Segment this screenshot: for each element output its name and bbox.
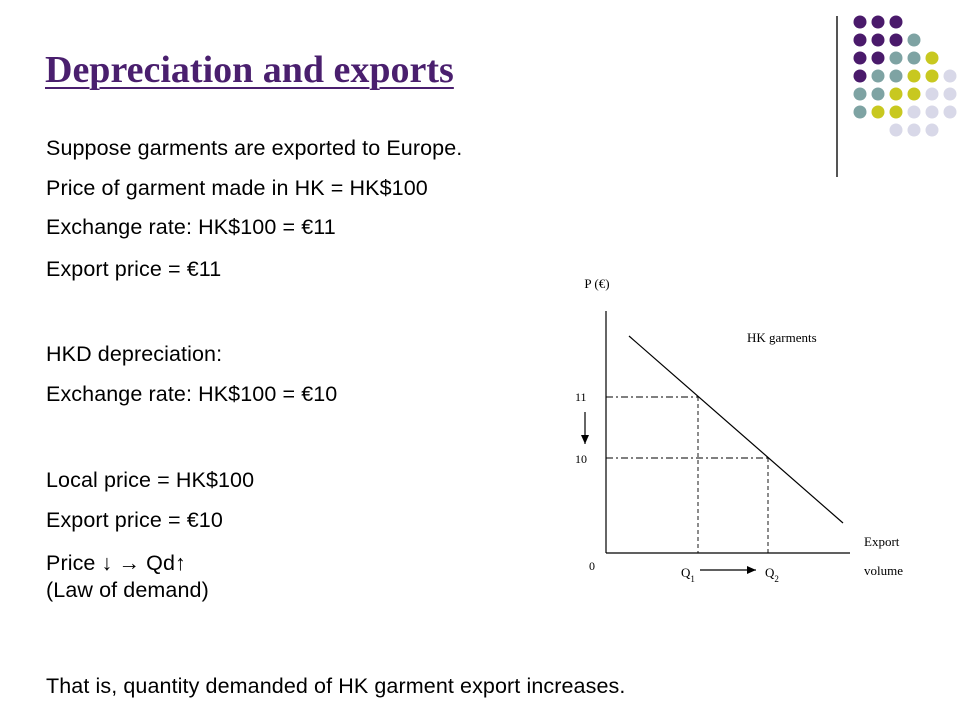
- decorative-dot: [871, 33, 885, 47]
- x-axis-label-line2: volume: [864, 563, 903, 578]
- decorative-dot: [889, 33, 903, 47]
- decorative-dot: [889, 105, 903, 119]
- text-line-11: That is, quantity demanded of HK garment…: [46, 674, 626, 698]
- decorative-dot: [925, 87, 939, 101]
- decorative-dot: [853, 33, 867, 47]
- text-line-6: Exchange rate: HK$100 = €10: [46, 382, 338, 406]
- decorative-dot: [889, 51, 903, 65]
- decorative-dot: [871, 105, 885, 119]
- decorative-dot: [871, 69, 885, 83]
- decorative-dot: [943, 87, 957, 101]
- decorative-dot: [907, 105, 921, 119]
- text-line-8: Export price = €10: [46, 508, 223, 532]
- text-line-1: Suppose garments are exported to Europe.: [46, 136, 463, 160]
- y-axis-label: P (€): [584, 276, 609, 291]
- text-line-5: HKD depreciation:: [46, 342, 223, 366]
- decorative-dot: [907, 69, 921, 83]
- text-line-4: Export price = €11: [46, 257, 222, 281]
- y-tick-10: 10: [575, 452, 587, 466]
- decorative-dot: [889, 69, 903, 83]
- decorative-dot: [871, 15, 885, 29]
- text-line-7: Local price = HK$100: [46, 468, 255, 492]
- text-line-3: Exchange rate: HK$100 = €11: [46, 215, 336, 239]
- decorative-dot: [853, 87, 867, 101]
- decorative-vertical-line: [836, 16, 838, 177]
- decorative-dot: [853, 15, 867, 29]
- decorative-dot: [925, 69, 939, 83]
- slide-title: Depreciation and exports: [45, 49, 454, 91]
- decorative-dot: [907, 33, 921, 47]
- x-axis-label-line1: Export: [864, 534, 900, 549]
- demand-curve: [628, 335, 844, 524]
- decorative-dot: [907, 51, 921, 65]
- decorative-dot: [889, 123, 903, 137]
- decorative-dot-grid: [853, 15, 957, 137]
- decorative-dot: [907, 87, 921, 101]
- text-line-2: Price of garment made in HK = HK$100: [46, 176, 428, 200]
- decorative-dot: [853, 105, 867, 119]
- decorative-dot: [907, 123, 921, 137]
- decorative-dot: [871, 87, 885, 101]
- decorative-dot: [943, 69, 957, 83]
- decorative-dot: [853, 51, 867, 65]
- decorative-dot: [889, 15, 903, 29]
- x-tick-q1: Q1: [681, 565, 695, 584]
- decorative-dot: [943, 105, 957, 119]
- decorative-dot: [889, 87, 903, 101]
- decorative-dot: [853, 69, 867, 83]
- demand-curve-label: HK garments: [747, 330, 817, 345]
- text-line-10: (Law of demand): [46, 578, 209, 602]
- text-line-9: Price ↓ → Qd↑: [46, 551, 186, 575]
- origin-label: 0: [589, 559, 595, 573]
- decorative-dot: [925, 51, 939, 65]
- decorative-dot: [871, 51, 885, 65]
- y-tick-11: 11: [575, 390, 587, 404]
- x-tick-q2: Q2: [765, 565, 779, 584]
- decorative-dot: [925, 105, 939, 119]
- decorative-dot: [925, 123, 939, 137]
